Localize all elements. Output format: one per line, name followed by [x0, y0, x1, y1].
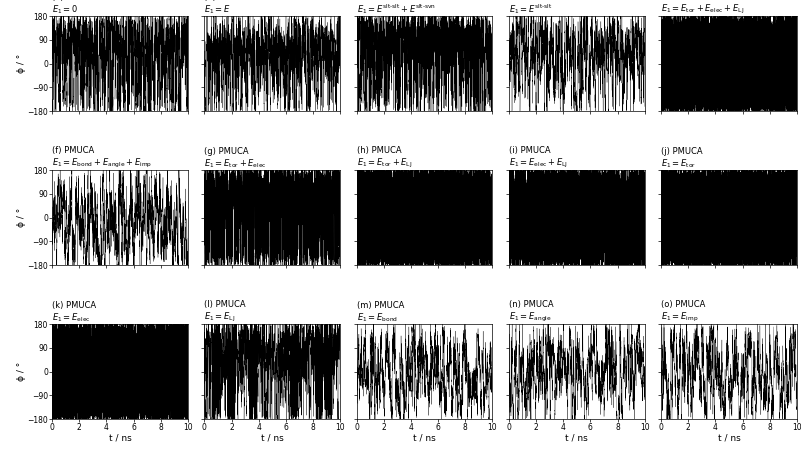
Y-axis label: ϕ / °: ϕ / °	[17, 208, 26, 227]
Text: (g) PMUCA
$E_1 = E_{\mathrm{tor}}+E_{\mathrm{elec}}$: (g) PMUCA $E_1 = E_{\mathrm{tor}}+E_{\ma…	[204, 147, 267, 170]
X-axis label: t / ns: t / ns	[413, 434, 436, 443]
Text: (j) PMUCA
$E_1 = E_{\mathrm{tor}}$: (j) PMUCA $E_1 = E_{\mathrm{tor}}$	[661, 147, 702, 170]
Text: (n) PMUCA
$E_1 = E_{\mathrm{angle}}$: (n) PMUCA $E_1 = E_{\mathrm{angle}}$	[509, 300, 553, 324]
X-axis label: t / ns: t / ns	[566, 434, 588, 443]
X-axis label: t / ns: t / ns	[109, 434, 131, 443]
Text: (b) MUCA
$E_1 = E$: (b) MUCA $E_1 = E$	[204, 0, 244, 16]
Text: (e) PMUCA
$E_1 = E_{\mathrm{tor}}+E_{\mathrm{elec}}+E_{\mathrm{LJ}}$: (e) PMUCA $E_1 = E_{\mathrm{tor}}+E_{\ma…	[661, 0, 744, 16]
X-axis label: t / ns: t / ns	[261, 434, 284, 443]
Y-axis label: ϕ / °: ϕ / °	[17, 362, 26, 381]
Text: (d) PMUCA
$E_1 = E^{\mathrm{slt\text{-}slt}}$: (d) PMUCA $E_1 = E^{\mathrm{slt\text{-}s…	[509, 0, 553, 16]
Text: (m) PMUCA
$E_1 = E_{\mathrm{bond}}$: (m) PMUCA $E_1 = E_{\mathrm{bond}}$	[356, 301, 404, 324]
Text: (k) PMUCA
$E_1 = E_{\mathrm{elec}}$: (k) PMUCA $E_1 = E_{\mathrm{elec}}$	[52, 301, 96, 324]
Text: (i) PMUCA
$E_1 = E_{\mathrm{elec}}+E_{\mathrm{LJ}}$: (i) PMUCA $E_1 = E_{\mathrm{elec}}+E_{\m…	[509, 146, 568, 170]
Text: (o) PMUCA
$E_1 = E_{\mathrm{imp}}$: (o) PMUCA $E_1 = E_{\mathrm{imp}}$	[661, 300, 706, 324]
Text: (c) SEMUCA
$E_1 = E^{\mathrm{slt\text{-}slt}}+E^{\mathrm{slt\text{-}svn}}$: (c) SEMUCA $E_1 = E^{\mathrm{slt\text{-}…	[356, 0, 436, 16]
Y-axis label: ϕ / °: ϕ / °	[17, 54, 26, 73]
Text: (f) PMUCA
$E_1 = E_{\mathrm{bond}}+E_{\mathrm{angle}}+E_{\mathrm{imp}}$: (f) PMUCA $E_1 = E_{\mathrm{bond}}+E_{\m…	[52, 146, 152, 170]
X-axis label: t / ns: t / ns	[718, 434, 740, 443]
Text: (l) PMUCA
$E_1 = E_{\mathrm{LJ}}$: (l) PMUCA $E_1 = E_{\mathrm{LJ}}$	[204, 300, 246, 324]
Text: (h) PMUCA
$E_1 = E_{\mathrm{tor}}+E_{\mathrm{LJ}}$: (h) PMUCA $E_1 = E_{\mathrm{tor}}+E_{\ma…	[356, 146, 412, 170]
Text: (a) canonical
$E_1 = 0$: (a) canonical $E_1 = 0$	[52, 0, 107, 16]
